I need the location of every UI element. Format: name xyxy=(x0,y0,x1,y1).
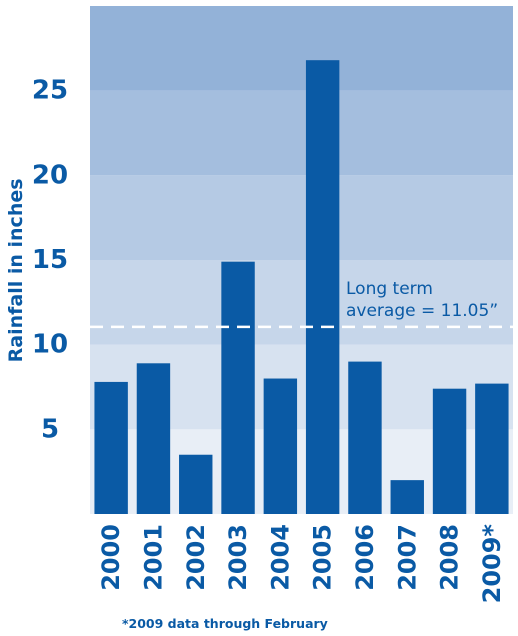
bar-2004 xyxy=(263,378,298,514)
x-tick-label-2002: 2002 xyxy=(182,524,210,591)
x-tick-labels: 2000 2001 2002 2003 2004 2005 2006 2007 2008 2009… xyxy=(97,524,506,604)
bar-2002 xyxy=(179,454,213,514)
band-25-30 xyxy=(90,6,513,91)
bar-2005 xyxy=(305,60,340,514)
y-tick-label-20: 20 xyxy=(32,160,68,190)
x-tick-label-2006: 2006 xyxy=(351,524,379,591)
bar-2003 xyxy=(221,261,255,514)
y-tick-label-5: 5 xyxy=(41,414,59,444)
bar-2007 xyxy=(390,480,424,514)
band-15-20 xyxy=(90,175,513,260)
x-tick-label-2009: 2009* xyxy=(478,524,506,604)
x-tick-label-2001: 2001 xyxy=(139,524,167,591)
average-label-line2: average = 11.05” xyxy=(346,301,498,321)
x-tick-label-2004: 2004 xyxy=(266,524,294,591)
footnote: *2009 data through February xyxy=(122,616,328,631)
y-axis-label: Rainfall in inches xyxy=(5,178,27,362)
y-tick-label-15: 15 xyxy=(32,245,68,275)
band-10-15 xyxy=(90,260,513,345)
bar-2008 xyxy=(432,388,467,514)
bars-group xyxy=(94,60,509,514)
y-tick-label-10: 10 xyxy=(32,330,68,360)
x-tick-label-2003: 2003 xyxy=(224,524,252,591)
x-tick-label-2008: 2008 xyxy=(436,524,464,591)
bar-2009 xyxy=(475,383,509,514)
x-tick-label-2005: 2005 xyxy=(309,524,337,591)
x-tick-label-2000: 2000 xyxy=(97,524,125,591)
background-bands xyxy=(90,6,513,514)
bar-2001 xyxy=(136,363,171,514)
x-tick-label-2007: 2007 xyxy=(393,524,421,591)
y-tick-label-25: 25 xyxy=(32,76,68,106)
bar-2000 xyxy=(94,381,128,514)
bar-2006 xyxy=(348,361,382,514)
average-label-line1: Long term xyxy=(346,279,433,299)
band-20-25 xyxy=(90,90,513,176)
y-tick-labels: 5 10 15 20 25 xyxy=(32,76,68,445)
